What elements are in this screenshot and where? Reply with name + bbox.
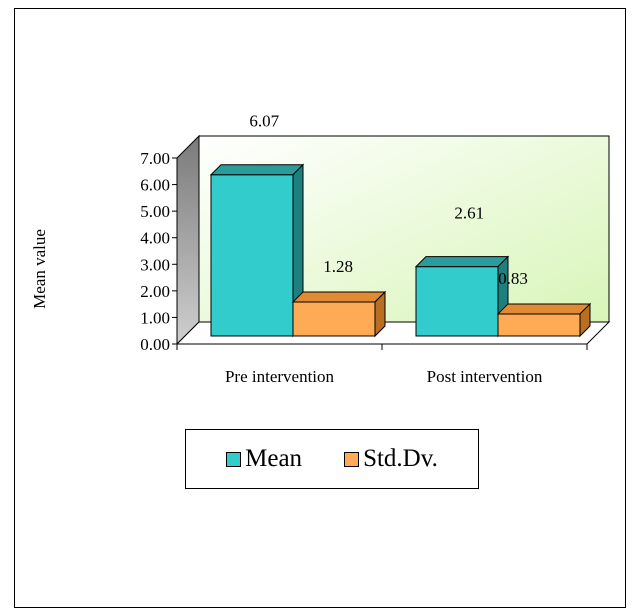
legend-swatch-std	[344, 451, 360, 467]
x-axis: Pre intervention Post intervention	[176, 344, 588, 386]
side-wall	[176, 134, 200, 346]
y-tick-label: 7.00	[140, 149, 170, 168]
x-category-label: Post intervention	[427, 367, 543, 386]
bar-top	[496, 303, 592, 315]
bar-stddv-0	[292, 301, 376, 337]
bar-stddv-1	[497, 313, 581, 337]
bar-top	[291, 291, 387, 303]
bar-chart: 0.00 1.00 2.00 3.00 4.00 5.00 6.00 7.00 6.07 1.2…	[30, 112, 611, 386]
y-tick-label: 5.00	[140, 202, 170, 221]
y-tick-label: 6.00	[140, 176, 170, 195]
legend-item-mean: Mean	[226, 445, 302, 473]
y-axis: 0.00 1.00 2.00 3.00 4.00 5.00 6.00 7.00	[140, 149, 178, 354]
y-axis-title: Mean value	[30, 229, 49, 309]
data-labels: 6.07 1.28 2.61 0.83	[249, 112, 527, 288]
y-tick-label: 0.00	[140, 335, 170, 354]
legend-item-std: Std.Dv.	[344, 445, 438, 473]
y-tick-label: 3.00	[140, 255, 170, 274]
bar-top	[209, 164, 305, 176]
data-label-0-1: 1.28	[323, 257, 353, 276]
bar-side	[374, 290, 386, 338]
legend-swatch-mean	[226, 451, 242, 467]
legend-label-mean: Mean	[245, 445, 303, 472]
legend: Mean Std.Dv.	[185, 429, 479, 489]
x-category-label: Pre intervention	[225, 367, 335, 386]
y-tick-label: 2.00	[140, 282, 170, 301]
legend-label-std: Std.Dv.	[363, 445, 438, 472]
data-label-1-0: 2.61	[454, 204, 484, 223]
bar-mean-0	[210, 174, 294, 337]
bar-mean-1	[415, 266, 499, 337]
data-label-1-1: 0.83	[498, 269, 528, 288]
data-label-0-0: 6.07	[249, 112, 279, 131]
bar-top	[414, 256, 510, 268]
bar-side	[579, 302, 591, 338]
chart-frame: 0.00 1.00 2.00 3.00 4.00 5.00 6.00 7.00 6.07 1.2…	[14, 8, 626, 608]
y-tick-label: 1.00	[140, 308, 170, 327]
y-tick-label: 4.00	[140, 229, 170, 248]
bars	[209, 163, 592, 338]
